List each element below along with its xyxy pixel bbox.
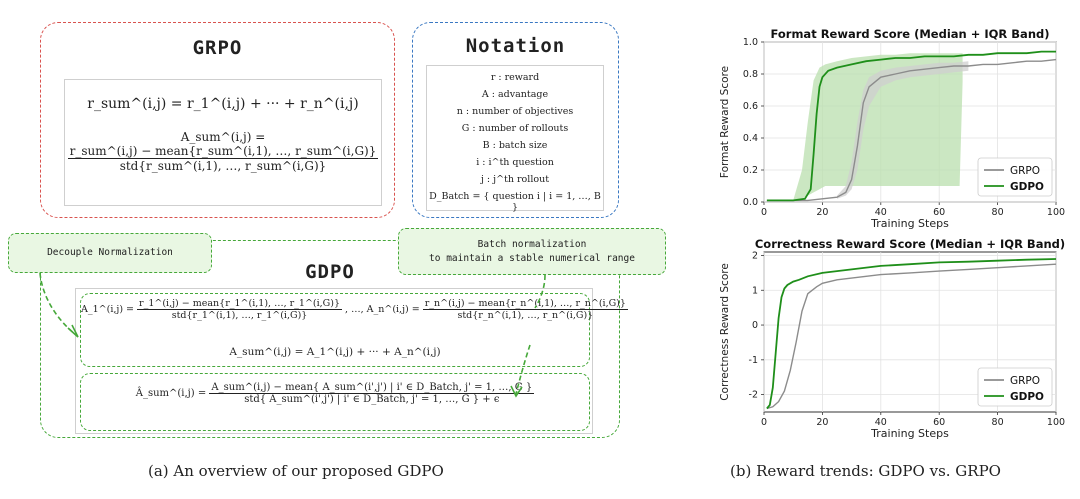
callout-arrows — [39, 272, 546, 398]
gdpo-batchnorm-lhs: Â_sum^(i,j) = — [135, 388, 207, 399]
gdpo-box: GDPO — [40, 240, 620, 438]
notation-item: n : number of objectives — [456, 106, 574, 117]
notation-item: i : i^th question — [476, 157, 554, 168]
grpo-title: GRPO — [192, 37, 243, 59]
batch-arrow-upper — [534, 274, 546, 309]
decouple-arrowhead — [67, 324, 79, 338]
callout-batch-normalization: Batch normalization to maintain a stable… — [398, 228, 666, 275]
series-line-grpo — [766, 58, 1057, 202]
y-axis-label: Correctness Reward Score — [719, 263, 731, 401]
x-tick-label: 0 — [761, 207, 767, 218]
gdpo-a1-denominator: std{r_1^(i,1), …, r_1^(i,G)} — [171, 310, 308, 321]
y-tick-label: 0.6 — [743, 101, 758, 112]
grpo-advantage-lhs: A_sum^(i,j) = — [180, 130, 266, 144]
gdpo-an-numerator: r_n^(i,j) − mean{r_n^(i,1), …, r_n^(i,G)… — [422, 298, 628, 310]
series-line-grpo — [766, 263, 1057, 410]
x-axis-label: Training Steps — [870, 427, 949, 440]
grpo-box: GRPO r_sum^(i,j) = r_1^(i,j) + ··· + r_n… — [40, 22, 395, 218]
chart-title: Format Reward Score (Median + IQR Band) — [770, 28, 1049, 41]
caption-right: (b) Reward trends: GDPO vs. GRPO — [730, 462, 1001, 480]
legend-label-gdpo: GDPO — [1010, 391, 1044, 403]
chart-title: Correctness Reward Score (Median + IQR B… — [755, 238, 1065, 251]
y-tick-label: -2 — [749, 390, 758, 401]
legend-label-grpo: GRPO — [1010, 165, 1040, 177]
gdpo-batchnorm-denominator: std{ A_sum^(i',j') | i' ∈ D_Batch, j' = … — [244, 394, 500, 405]
y-tick-label: 0.8 — [743, 69, 758, 80]
x-tick-label: 40 — [875, 417, 887, 428]
notation-item: j : j^th rollout — [480, 174, 550, 185]
y-tick-label: 2 — [752, 250, 758, 261]
x-tick-label: 60 — [933, 207, 945, 218]
gdpo-a1-numerator: r_1^(i,j) − mean{r_1^(i,1), …, r_1^(i,G)… — [137, 298, 343, 310]
legend-label-grpo: GRPO — [1010, 375, 1040, 387]
x-tick-label: 40 — [875, 207, 887, 218]
x-tick-label: 80 — [992, 417, 1004, 428]
iqr-band-gdpo — [793, 53, 963, 201]
correctness-reward-chart: Correctness Reward Score (Median + IQR B… — [719, 238, 1065, 440]
y-tick-label: 1 — [752, 285, 758, 296]
notation-title: Notation — [465, 35, 566, 57]
gdpo-equation-panel: A_1^(i,j) = r_1^(i,j) − mean{r_1^(i,1), … — [75, 288, 628, 434]
gdpo-equation-batch-norm: Â_sum^(i,j) = A_sum^(i,j) − mean{ A_sum^… — [81, 382, 589, 405]
gdpo-equation-per-objective: A_1^(i,j) = r_1^(i,j) − mean{r_1^(i,1), … — [81, 298, 628, 321]
series-line-gdpo — [766, 50, 1056, 202]
gdpo-an-denominator: std{r_n^(i,1), …, r_n^(i,G)} — [457, 310, 594, 321]
legend-label-gdpo: GDPO — [1010, 181, 1044, 193]
series-line-gdpo — [766, 258, 1057, 410]
notation-item: r : reward — [490, 72, 540, 83]
notation-panel: r : reward A : advantage n : number of o… — [426, 65, 604, 213]
grpo-equation-panel: r_sum^(i,j) = r_1^(i,j) + ··· + r_n^(i,j… — [64, 79, 382, 206]
grpo-advantage-denominator: std{r_sum^(i,1), …, r_sum^(i,G)} — [119, 159, 327, 173]
y-tick-label: 0.2 — [743, 165, 758, 176]
callout-decouple-text: Decouple Normalization — [47, 247, 173, 258]
batch-arrow-lower — [515, 344, 531, 395]
y-tick-label: 0.0 — [743, 197, 758, 208]
notation-item: D_Batch = { question i | i = 1, …, B } — [429, 191, 601, 213]
x-tick-label: 60 — [933, 417, 945, 428]
y-tick-label: 0 — [752, 320, 758, 331]
x-axis-label: Training Steps — [870, 217, 949, 230]
decouple-arrow — [39, 272, 77, 336]
notation-item: G : number of rollouts — [461, 123, 569, 134]
gdpo-a1-lhs: A_1^(i,j) = — [81, 304, 135, 315]
gdpo-batch-normalization-group: Â_sum^(i,j) = A_sum^(i,j) − mean{ A_sum^… — [80, 373, 590, 431]
notation-box: Notation r : reward A : advantage n : nu… — [412, 22, 619, 218]
callout-decouple-normalization: Decouple Normalization — [8, 233, 212, 273]
y-tick-label: 1.0 — [743, 37, 758, 48]
grpo-equation-reward-sum: r_sum^(i,j) = r_1^(i,j) + ··· + r_n^(i,j… — [87, 96, 359, 112]
callout-batch-text: Batch normalization to maintain a stable… — [429, 239, 635, 264]
x-tick-label: 20 — [816, 207, 828, 218]
y-axis-label: Format Reward Score — [719, 66, 731, 178]
gdpo-batchnorm-numerator: A_sum^(i,j) − mean{ A_sum^(i',j') | i' ∈… — [209, 382, 535, 394]
batch-arrowhead — [510, 385, 523, 398]
y-tick-label: -1 — [749, 355, 758, 366]
x-tick-label: 80 — [992, 207, 1004, 218]
x-tick-label: 100 — [1047, 417, 1065, 428]
y-tick-label: 0.4 — [743, 133, 758, 144]
iqr-band-grpo — [837, 61, 969, 199]
x-tick-label: 100 — [1047, 207, 1065, 218]
x-tick-label: 0 — [761, 417, 767, 428]
format-reward-chart: Format Reward Score (Median + IQR Band) 0… — [719, 28, 1065, 230]
gdpo-title: GDPO — [305, 261, 355, 283]
grpo-equation-advantage: A_sum^(i,j) = r_sum^(i,j) − mean{r_sum^(… — [65, 130, 381, 173]
gdpo-equation-advantage-sum: A_sum^(i,j) = A_1^(i,j) + ··· + A_n^(i,j… — [229, 346, 441, 358]
notation-item: A : advantage — [481, 89, 549, 100]
grpo-advantage-numerator: r_sum^(i,j) − mean{r_sum^(i,1), …, r_sum… — [67, 144, 379, 159]
x-tick-label: 20 — [816, 417, 828, 428]
gdpo-decoupled-advantages-group: A_1^(i,j) = r_1^(i,j) − mean{r_1^(i,1), … — [80, 293, 628, 367]
notation-item: B : batch size — [482, 140, 548, 151]
gdpo-an-lhs: , …, A_n^(i,j) = — [345, 304, 420, 315]
caption-left: (a) An overview of our proposed GDPO — [148, 462, 444, 480]
